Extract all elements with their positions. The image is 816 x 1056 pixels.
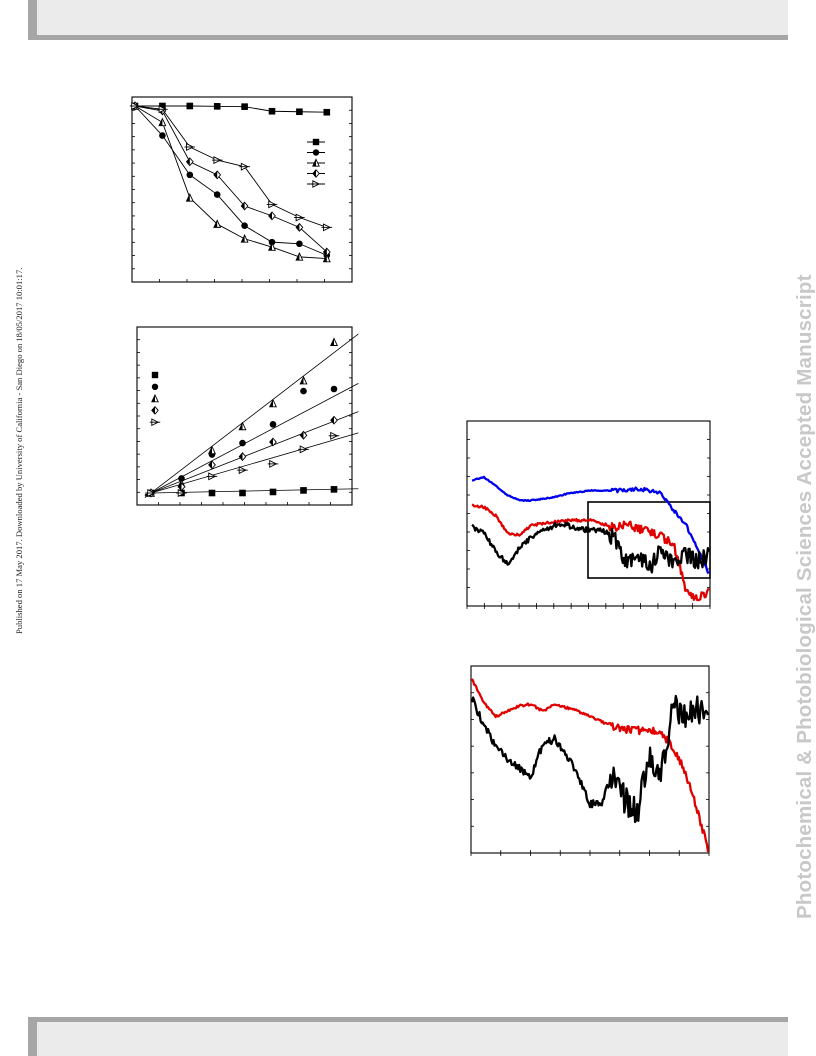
data-point xyxy=(238,452,247,462)
data-point xyxy=(296,108,303,116)
legend-marker xyxy=(151,393,159,403)
chart-panel-decay xyxy=(129,96,353,283)
zoom-inset-box xyxy=(587,501,711,579)
header-band xyxy=(28,0,788,40)
data-point xyxy=(330,415,338,425)
plot-frame xyxy=(136,326,353,506)
fit-line-3 xyxy=(144,333,359,498)
data-point xyxy=(268,107,276,115)
chart-panel-kinetics xyxy=(136,326,359,506)
data-point xyxy=(323,108,331,116)
data-point xyxy=(300,387,307,395)
data-point xyxy=(129,101,141,111)
data-point xyxy=(184,142,196,152)
data-point xyxy=(330,385,338,393)
chart-panel-spectra xyxy=(466,420,711,609)
data-point xyxy=(145,488,157,498)
data-point xyxy=(294,213,305,222)
data-point xyxy=(158,117,167,127)
data-point xyxy=(322,253,331,263)
data-point xyxy=(186,171,194,179)
data-point xyxy=(185,157,194,167)
data-point xyxy=(213,170,222,180)
footer-band xyxy=(28,1017,788,1056)
data-point xyxy=(238,421,247,431)
data-point xyxy=(237,466,248,475)
data-point xyxy=(213,103,221,110)
data-point xyxy=(267,242,277,251)
legend-marker xyxy=(310,180,322,188)
legend-marker xyxy=(312,169,320,178)
data-point xyxy=(177,482,186,492)
data-point xyxy=(322,247,331,257)
spectrum-black xyxy=(471,521,711,574)
data-point xyxy=(241,222,248,230)
data-point xyxy=(213,191,221,198)
data-point xyxy=(296,240,303,248)
series-line-4 xyxy=(134,105,328,253)
data-point xyxy=(211,156,223,165)
series-line-1 xyxy=(135,105,327,113)
data-point xyxy=(176,488,187,498)
data-point xyxy=(241,103,248,110)
data-point xyxy=(268,238,276,246)
data-point xyxy=(239,162,250,171)
data-point xyxy=(321,223,333,232)
data-point xyxy=(208,489,216,497)
data-point xyxy=(159,102,166,110)
data-point xyxy=(159,132,166,139)
data-point xyxy=(299,375,308,385)
data-point xyxy=(295,252,304,261)
data-point xyxy=(239,439,246,447)
data-point xyxy=(213,219,222,228)
fit-line-4 xyxy=(144,411,359,496)
spectrum-zoom-black xyxy=(470,694,710,824)
legend-marker xyxy=(312,158,320,167)
legend-marker xyxy=(312,138,320,146)
chart-panel-spectra-zoom xyxy=(470,665,710,856)
data-point xyxy=(208,460,216,470)
data-point xyxy=(300,487,307,494)
data-point xyxy=(295,222,304,232)
data-point xyxy=(267,459,279,468)
data-point xyxy=(206,472,218,481)
legend-marker xyxy=(149,418,161,427)
data-point xyxy=(330,486,338,493)
data-point xyxy=(240,201,249,211)
data-point xyxy=(269,437,277,447)
legend-marker xyxy=(151,406,159,415)
fit-line-5 xyxy=(144,432,359,496)
data-point xyxy=(298,445,309,454)
series-line-5 xyxy=(134,105,327,228)
data-point xyxy=(239,489,246,497)
data-point xyxy=(266,200,278,209)
legend-marker xyxy=(312,149,320,156)
data-point xyxy=(185,192,194,202)
spectrum-red xyxy=(471,503,710,602)
data-point xyxy=(269,488,277,496)
data-point xyxy=(240,233,249,243)
data-point xyxy=(299,430,308,440)
data-point xyxy=(269,421,277,428)
fit-line-2 xyxy=(144,383,359,497)
data-point xyxy=(207,445,217,455)
data-point xyxy=(328,431,340,440)
data-point xyxy=(268,211,276,221)
legend-marker xyxy=(151,383,159,390)
fit-line-1 xyxy=(144,488,359,494)
data-point xyxy=(329,337,339,346)
spectrum-blue xyxy=(471,475,710,574)
data-point xyxy=(157,105,168,114)
data-point xyxy=(186,102,194,110)
data-point xyxy=(268,398,278,408)
legend-marker xyxy=(151,371,159,379)
series-line-3 xyxy=(134,105,327,259)
series-line-2 xyxy=(134,105,327,256)
